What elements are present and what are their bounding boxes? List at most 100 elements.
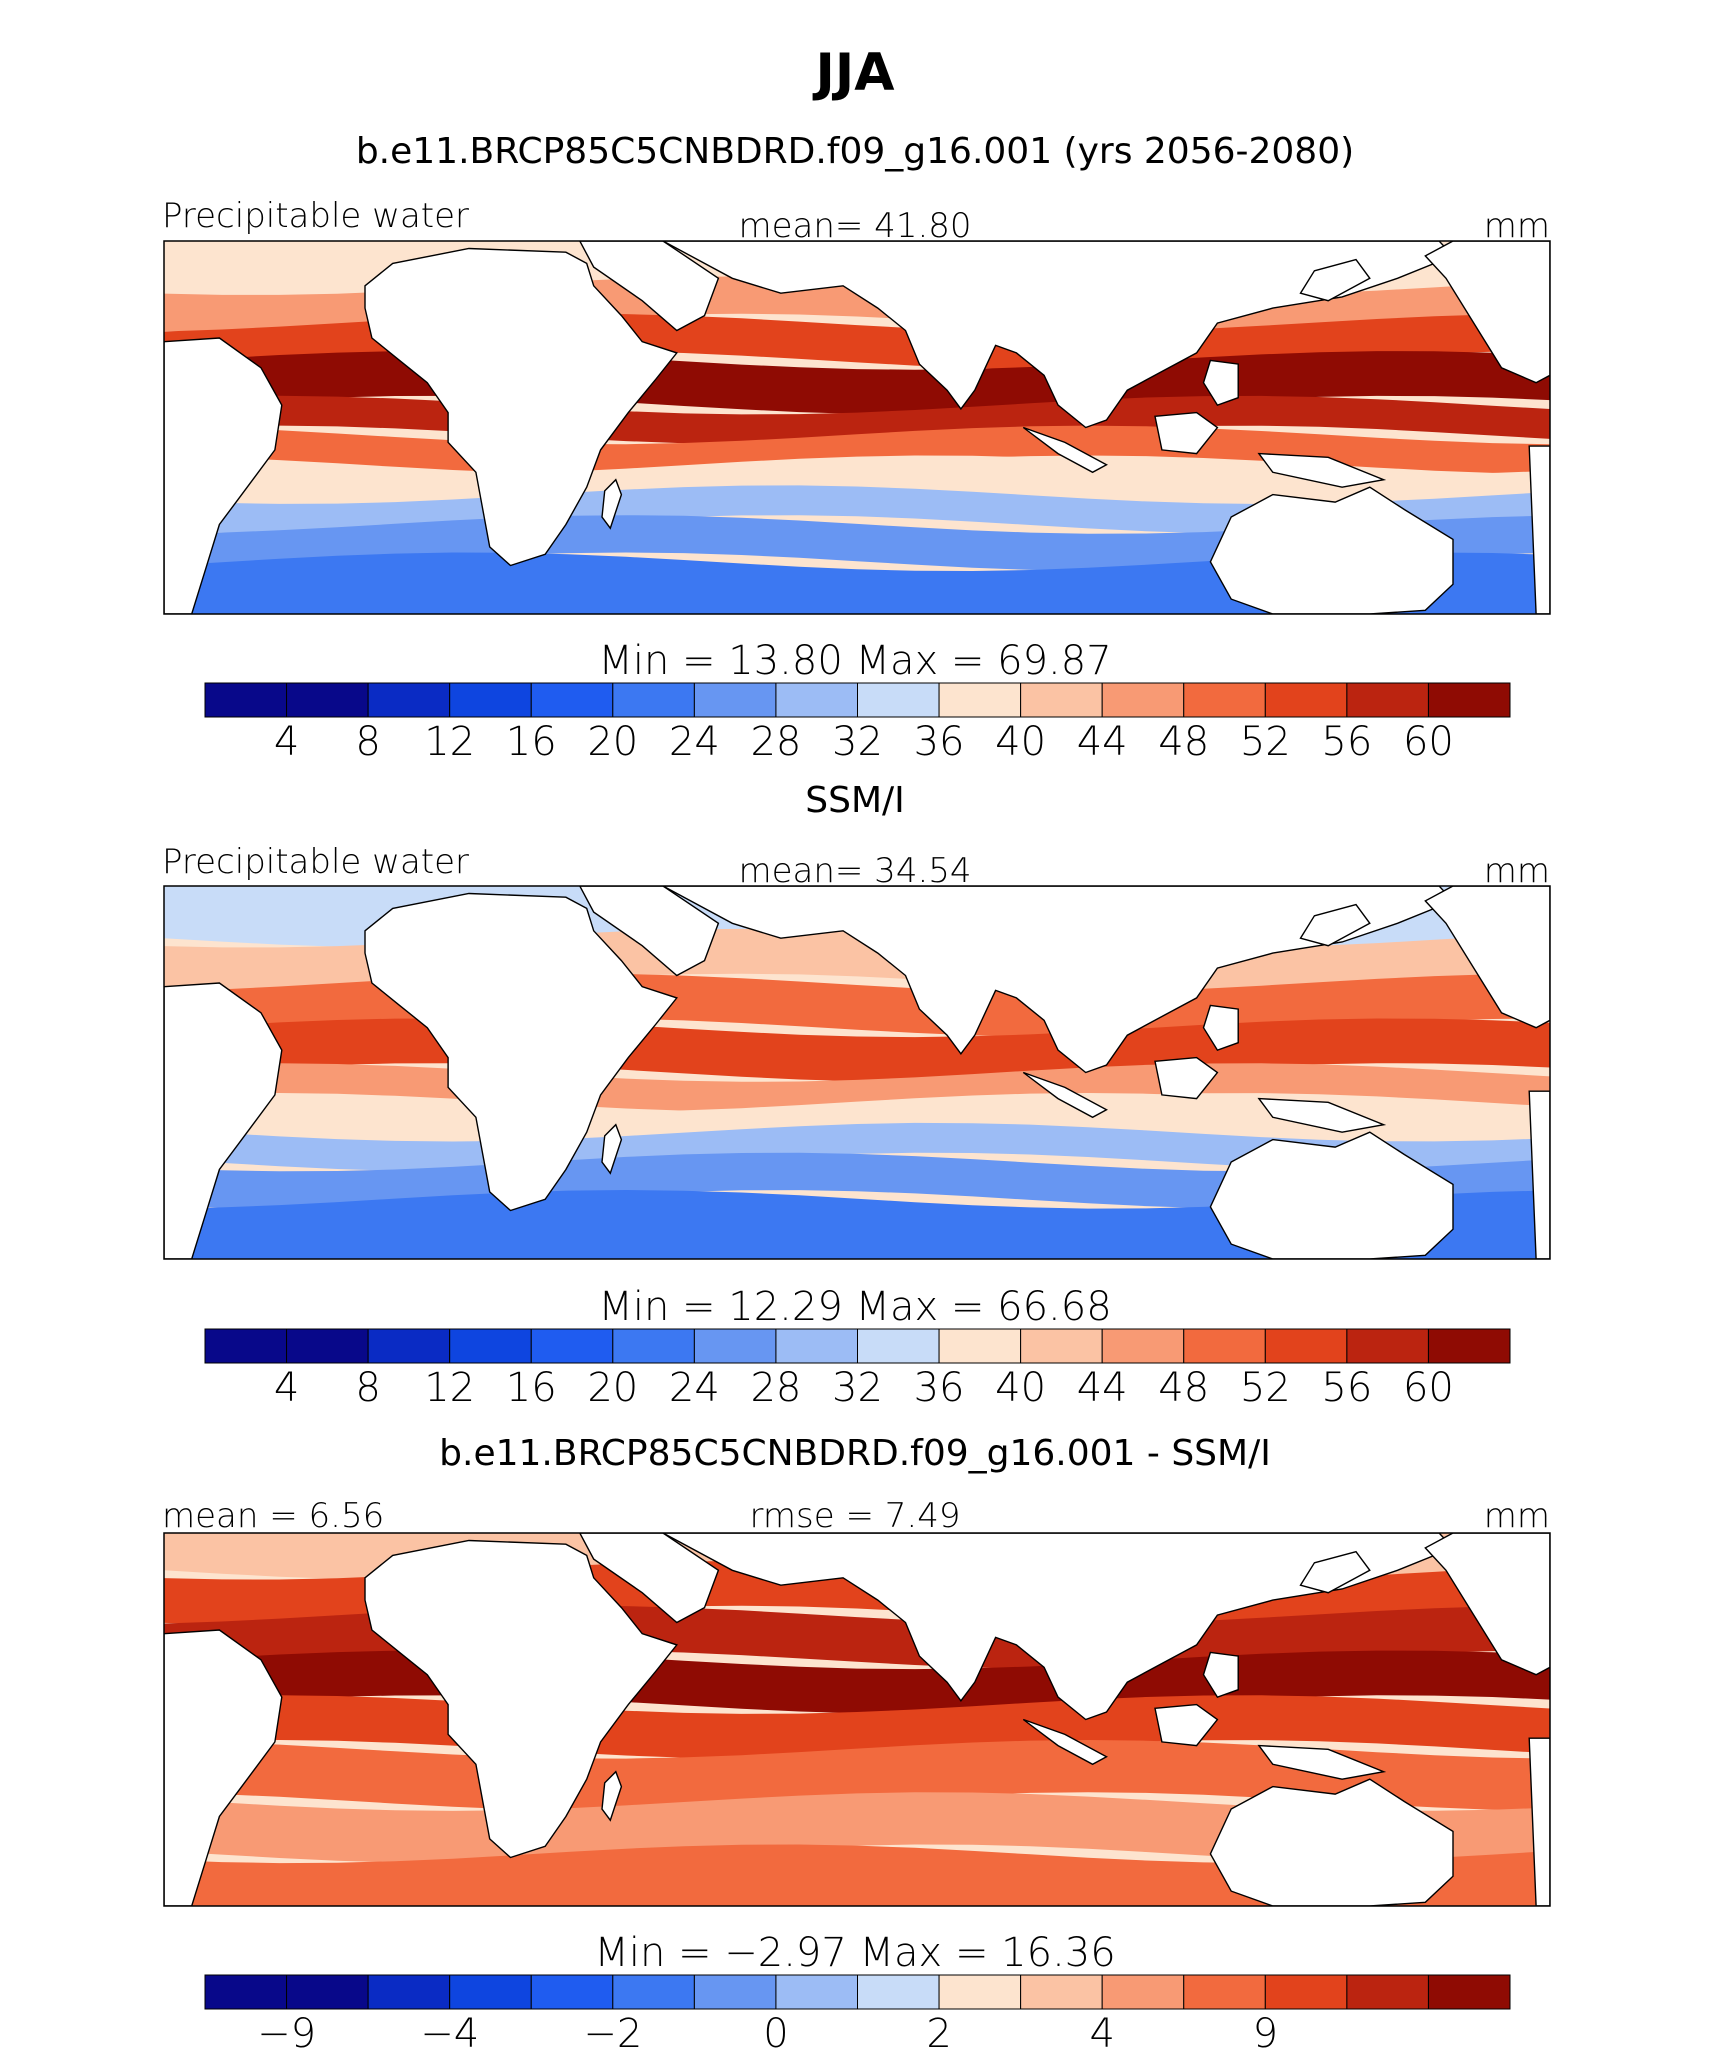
colorbar-box xyxy=(1183,1328,1266,1364)
colorbar-box xyxy=(857,682,940,718)
colorbar-tick-label: 24 xyxy=(669,719,720,765)
colorbar-box xyxy=(204,1974,288,2010)
colorbar-tick-label: 28 xyxy=(750,1365,801,1411)
colorbar-box xyxy=(530,682,614,718)
colorbar-tick-label: 60 xyxy=(1403,1365,1454,1411)
land-samerica xyxy=(164,1629,283,1906)
colorbar-box xyxy=(1101,1974,1185,2010)
variable-label: Precipitable water xyxy=(162,196,469,236)
colorbar-box xyxy=(775,1328,858,1364)
colorbar-box xyxy=(693,682,777,718)
land-namerica xyxy=(1424,241,1550,384)
colorbar-tick-label: 20 xyxy=(587,1365,638,1411)
colorbar-box xyxy=(1020,1974,1103,2010)
colorbar-tick-label: 56 xyxy=(1321,1365,1372,1411)
panel-heading: b.e11.BRCP85C5CNBDRD.f09_g16.001 (yrs 20… xyxy=(356,131,1354,172)
colorbar-box xyxy=(204,1328,288,1364)
land-philippines xyxy=(1202,359,1239,406)
colorbar-tick-label: 52 xyxy=(1240,1365,1291,1411)
land-africa xyxy=(364,247,678,567)
land-madagascar xyxy=(601,478,623,530)
colorbar-tick-label: 4 xyxy=(274,1365,299,1411)
land-japan xyxy=(1299,258,1371,302)
units-label: mm xyxy=(1484,851,1550,891)
figure-title: JJA xyxy=(813,43,895,103)
colorbar-tick-label: 56 xyxy=(1321,719,1372,765)
colorbar-box xyxy=(775,682,858,718)
colorbar-box xyxy=(1101,1328,1185,1364)
rmse-label: rmse = 7.49 xyxy=(750,1496,961,1536)
colorbar-tick-label: 0 xyxy=(763,2011,788,2057)
land-africa xyxy=(364,1539,678,1859)
colorbar-box xyxy=(367,1328,451,1364)
colorbar-box xyxy=(449,1328,532,1364)
colorbar-box xyxy=(1020,682,1103,718)
colorbar-box xyxy=(938,1328,1022,1364)
land-japan xyxy=(1299,1550,1371,1594)
colorbar-box xyxy=(775,1974,858,2010)
colorbar-box xyxy=(938,682,1022,718)
map-frame xyxy=(163,1532,1551,1907)
colorbar-model: 4 8 12 16 20 24 28 32 36 40 44 48 52 56 60 xyxy=(204,682,1511,765)
colorbar-box xyxy=(1264,682,1348,718)
land-newguinea xyxy=(1257,1744,1387,1780)
map-frame xyxy=(163,885,1551,1260)
colorbar-box xyxy=(693,1974,777,2010)
colorbar-tick-label: −9 xyxy=(257,2011,316,2057)
land-arabia xyxy=(579,1533,720,1624)
colorbar-box xyxy=(1346,1974,1429,2010)
colorbar-box xyxy=(286,1974,369,2010)
colorbar-tick-label: 32 xyxy=(832,1365,883,1411)
colorbar-box xyxy=(938,1974,1022,2010)
units-label: mm xyxy=(1484,1496,1550,1536)
land-samerica_e xyxy=(1528,1090,1550,1259)
colorbar-box xyxy=(612,682,695,718)
colorbar-tick-label: 4 xyxy=(1089,2011,1114,2057)
colorbar-obs: 4 8 12 16 20 24 28 32 36 40 44 48 52 56 60 xyxy=(204,1328,1511,1411)
colorbar-box xyxy=(1427,1974,1511,2010)
mean-label: mean= 41.80 xyxy=(738,206,971,246)
colorbar-tick-label: 60 xyxy=(1403,719,1454,765)
variable-label: Precipitable water xyxy=(162,842,469,882)
land-samerica_e xyxy=(1528,1737,1550,1906)
panel-heading: SSM/I xyxy=(805,780,905,821)
land-newguinea xyxy=(1257,1097,1387,1133)
land-madagascar xyxy=(601,1770,623,1822)
colorbar-tick-label: 48 xyxy=(1158,719,1209,765)
colorbar-box xyxy=(1264,1974,1348,2010)
colorbar-tick-label: 12 xyxy=(424,719,475,765)
colorbar-tick-label: 52 xyxy=(1240,719,1291,765)
land-africa xyxy=(364,892,678,1212)
land-borneo xyxy=(1154,1703,1219,1747)
colorbar-box xyxy=(857,1974,940,2010)
colorbar-box xyxy=(857,1328,940,1364)
land-australia xyxy=(1209,1778,1454,1906)
colorbar-tick-label: 2 xyxy=(926,2011,951,2057)
colorbar-tick-label: 40 xyxy=(995,1365,1046,1411)
land-samerica xyxy=(164,982,283,1259)
land-japan xyxy=(1299,903,1371,947)
map-frame xyxy=(163,240,1551,615)
contour-band xyxy=(164,1844,1550,1906)
land-australia xyxy=(1209,486,1454,614)
land-namerica xyxy=(1424,886,1550,1029)
colorbar-box xyxy=(693,1328,777,1364)
colorbar-tick-label: 16 xyxy=(506,719,557,765)
land-sumatra xyxy=(1022,426,1108,474)
colorbar-tick-label: 20 xyxy=(587,719,638,765)
land-australia xyxy=(1209,1131,1454,1259)
mean-label: mean = 6.56 xyxy=(162,1496,384,1536)
min-max-label: Min = 13.80 Max = 69.87 xyxy=(598,638,1111,684)
colorbar-tick-label: 44 xyxy=(1077,1365,1128,1411)
map-obs xyxy=(163,885,1551,1260)
units-label: mm xyxy=(1484,206,1550,246)
land-sumatra xyxy=(1022,1718,1108,1766)
colorbar-tick-label: 12 xyxy=(424,1365,475,1411)
colorbar-box xyxy=(1427,1328,1511,1364)
colorbar-box xyxy=(1101,682,1185,718)
land-samerica xyxy=(164,337,283,614)
map-model xyxy=(163,240,1551,615)
contour-band xyxy=(164,552,1550,614)
colorbar-box xyxy=(449,1974,532,2010)
